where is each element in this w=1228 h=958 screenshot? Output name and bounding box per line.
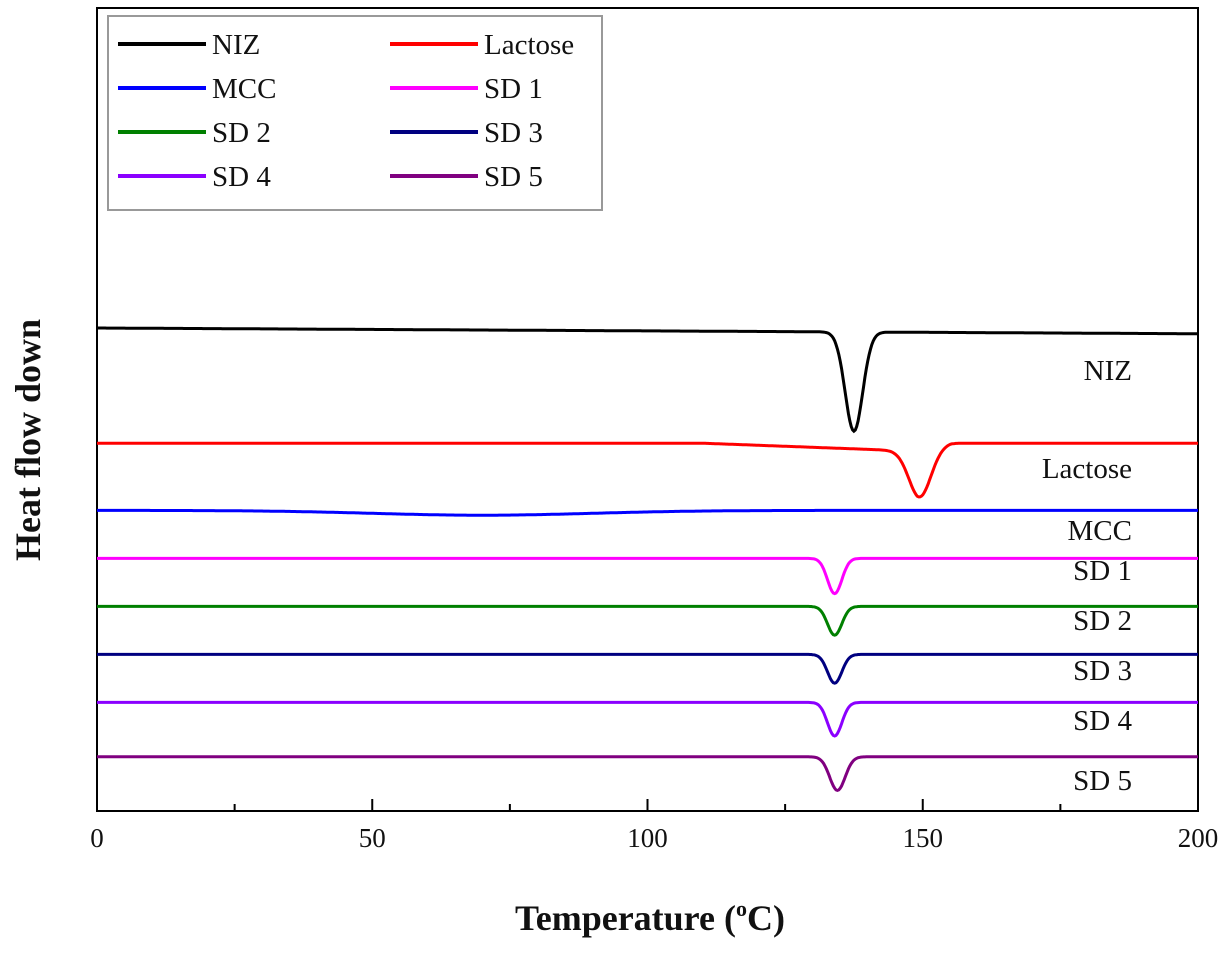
x-axis-title-sup: o [736,896,747,921]
legend-label: SD 1 [484,73,543,105]
legend-label: NIZ [212,29,260,61]
legend: NIZ Lactose MCC SD 1 SD 2 SD 3 SD 4 SD 5 [107,15,603,211]
legend-label: SD 5 [484,161,543,193]
y-axis-title: Heat flow down [8,319,48,561]
series-line-sd-4 [97,700,1198,738]
curve-label-sd-5: SD 5 [1073,765,1132,797]
curve-label-lactose: Lactose [1042,453,1132,485]
curve-label-sd-4: SD 4 [1073,705,1132,737]
curve-label-niz: NIZ [1084,355,1132,387]
x-axis-title-end: C) [747,898,785,938]
curve-label-sd-2: SD 2 [1073,605,1132,637]
series-line-sd-1 [97,556,1198,596]
curve-label-mcc: MCC [1068,515,1132,547]
series-line-lactose [97,441,1198,499]
x-tick-label: 100 [627,823,668,853]
legend-label: Lactose [484,29,574,61]
curve-label-sd-3: SD 3 [1073,655,1132,687]
series-line-sd-3 [97,652,1198,685]
series-curves [97,326,1198,792]
x-axis-title: Temperature (oC) [515,896,785,938]
x-tick-label: 50 [359,823,386,853]
x-tick-label: 200 [1178,823,1219,853]
x-tick-label: 0 [90,823,104,853]
curve-labels: NIZ Lactose MCC SD 1 SD 2 SD 3 SD 4 SD 5 [1042,355,1133,797]
x-axis-ticks: 0 50 100 150 200 [90,799,1218,853]
legend-label: SD 2 [212,117,271,149]
series-line-sd-5 [97,755,1198,792]
legend-label: SD 3 [484,117,543,149]
series-line-sd-2 [97,604,1198,637]
series-line-mcc [97,508,1198,517]
x-tick-label: 150 [903,823,944,853]
x-axis-title-main: Temperature ( [515,898,736,938]
curve-label-sd-1: SD 1 [1073,555,1132,587]
legend-label: SD 4 [212,161,271,193]
legend-label: MCC [212,73,276,105]
series-line-niz [97,326,1198,434]
